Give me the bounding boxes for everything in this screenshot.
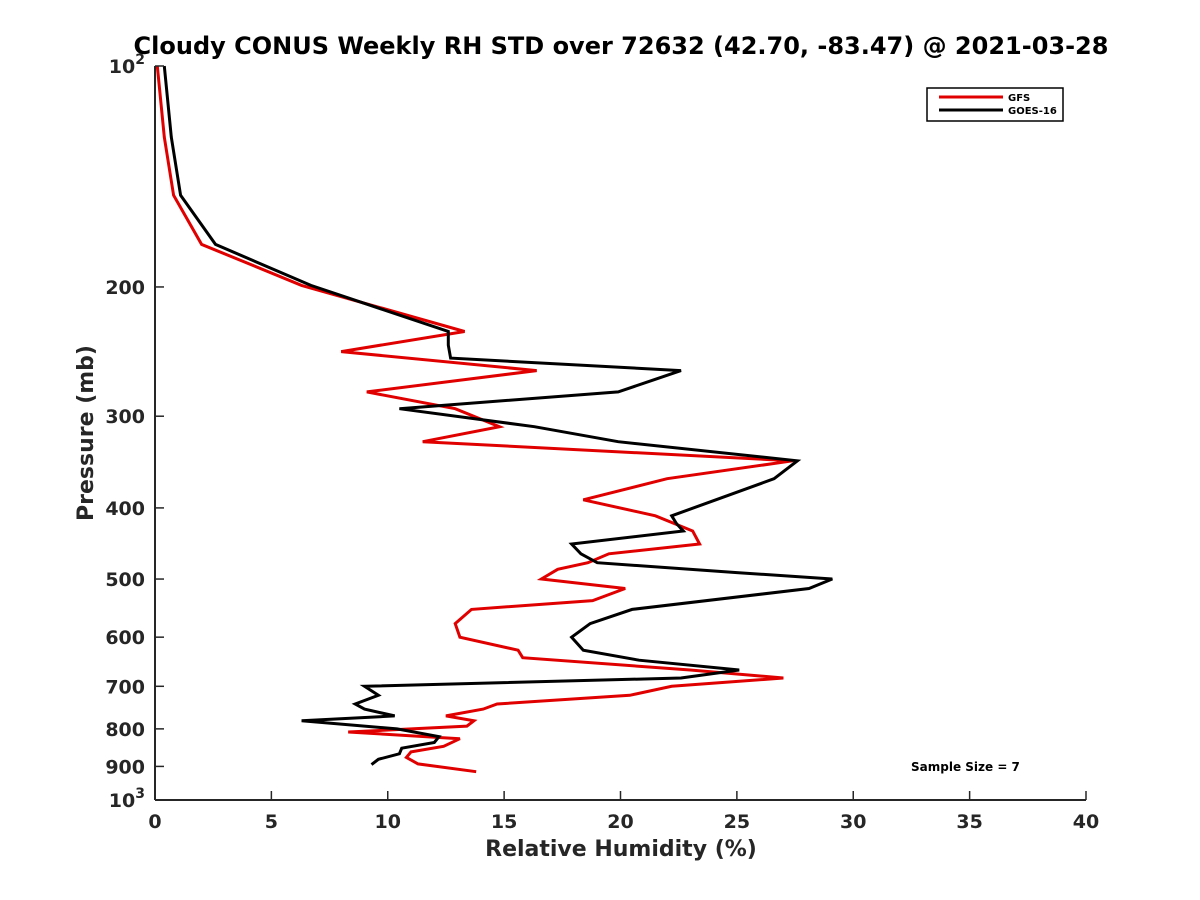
x-tick-label-30: 30 [840,811,866,833]
y-tick-label-800: 800 [105,719,145,741]
x-tick-label-35: 35 [956,811,982,833]
legend-box [926,87,1064,122]
x-tick-label-0: 0 [148,811,161,833]
x-tick-label-5: 5 [265,811,278,833]
series-line-goes16 [162,65,833,766]
sample-size-annotation: Sample Size = 7 [911,760,1020,774]
chart-title: Cloudy CONUS Weekly RH STD over 72632 (4… [134,32,1109,60]
x-tick-label-10: 10 [375,811,401,833]
x-axis-label: Relative Humidity (%) [485,837,757,862]
x-tick-label-20: 20 [607,811,633,833]
y-tick-label-100: 102 [109,52,145,78]
legend-label-goes16: GOES-16 [1008,106,1057,117]
legend-label-gfs: GFS [1008,93,1030,104]
legend: GFS GOES-16 [926,87,1064,122]
x-axis-ticks: 0 5 10 15 20 25 30 35 40 [148,791,1099,833]
y-tick-label-900: 900 [105,756,145,778]
x-tick-label-25: 25 [724,811,750,833]
y-tick-label-700: 700 [105,676,145,698]
y-tick-label-500: 500 [105,569,145,591]
y-tick-label-400: 400 [105,498,145,520]
x-tick-label-40: 40 [1073,811,1099,833]
y-tick-label-300: 300 [105,406,145,428]
y-tick-label-1000: 103 [109,786,145,812]
y-tick-label-600: 600 [105,627,145,649]
y-axis-ticks: 102 200 300 400 500 600 700 800 900 103 [105,52,164,812]
series-line-gfs [155,65,793,774]
y-tick-label-200: 200 [105,277,145,299]
x-tick-label-15: 15 [491,811,517,833]
y-axis-label: Pressure (mb) [74,345,99,521]
series-layer [155,65,833,774]
